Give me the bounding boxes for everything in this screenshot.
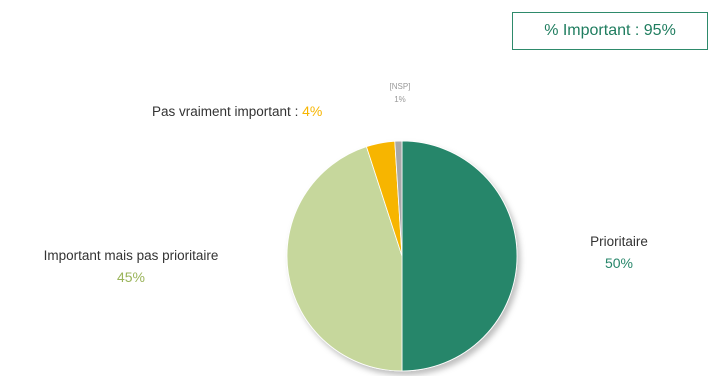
label-prioritaire-value: 50% bbox=[604, 255, 634, 271]
label-nsp: [NSP] 1% bbox=[386, 82, 414, 104]
pie-slice-important-mais-pas-prioritaire bbox=[286, 146, 403, 372]
pie-slice-prioritaire bbox=[401, 140, 518, 372]
label-nsp-value: 1% bbox=[394, 95, 406, 104]
label-pas-vraiment-value: 4% bbox=[302, 103, 323, 119]
important-summary-box: % Important : 95% bbox=[512, 12, 708, 50]
label-prioritaire: Prioritaire 50% bbox=[584, 234, 654, 271]
label-important-value: 45% bbox=[116, 269, 146, 285]
important-summary-text: % Important : 95% bbox=[544, 22, 676, 39]
label-important: Important mais pas prioritaire 45% bbox=[12, 248, 250, 285]
label-pas-vraiment-name: Pas vraiment important bbox=[152, 104, 291, 119]
label-prioritaire-name: Prioritaire bbox=[590, 234, 648, 249]
label-nsp-name: [NSP] bbox=[389, 82, 411, 91]
label-pas-vraiment: Pas vraiment important : 4% bbox=[152, 103, 323, 119]
pie-slice-nsp bbox=[394, 140, 403, 257]
label-important-name: Important mais pas prioritaire bbox=[43, 248, 219, 263]
